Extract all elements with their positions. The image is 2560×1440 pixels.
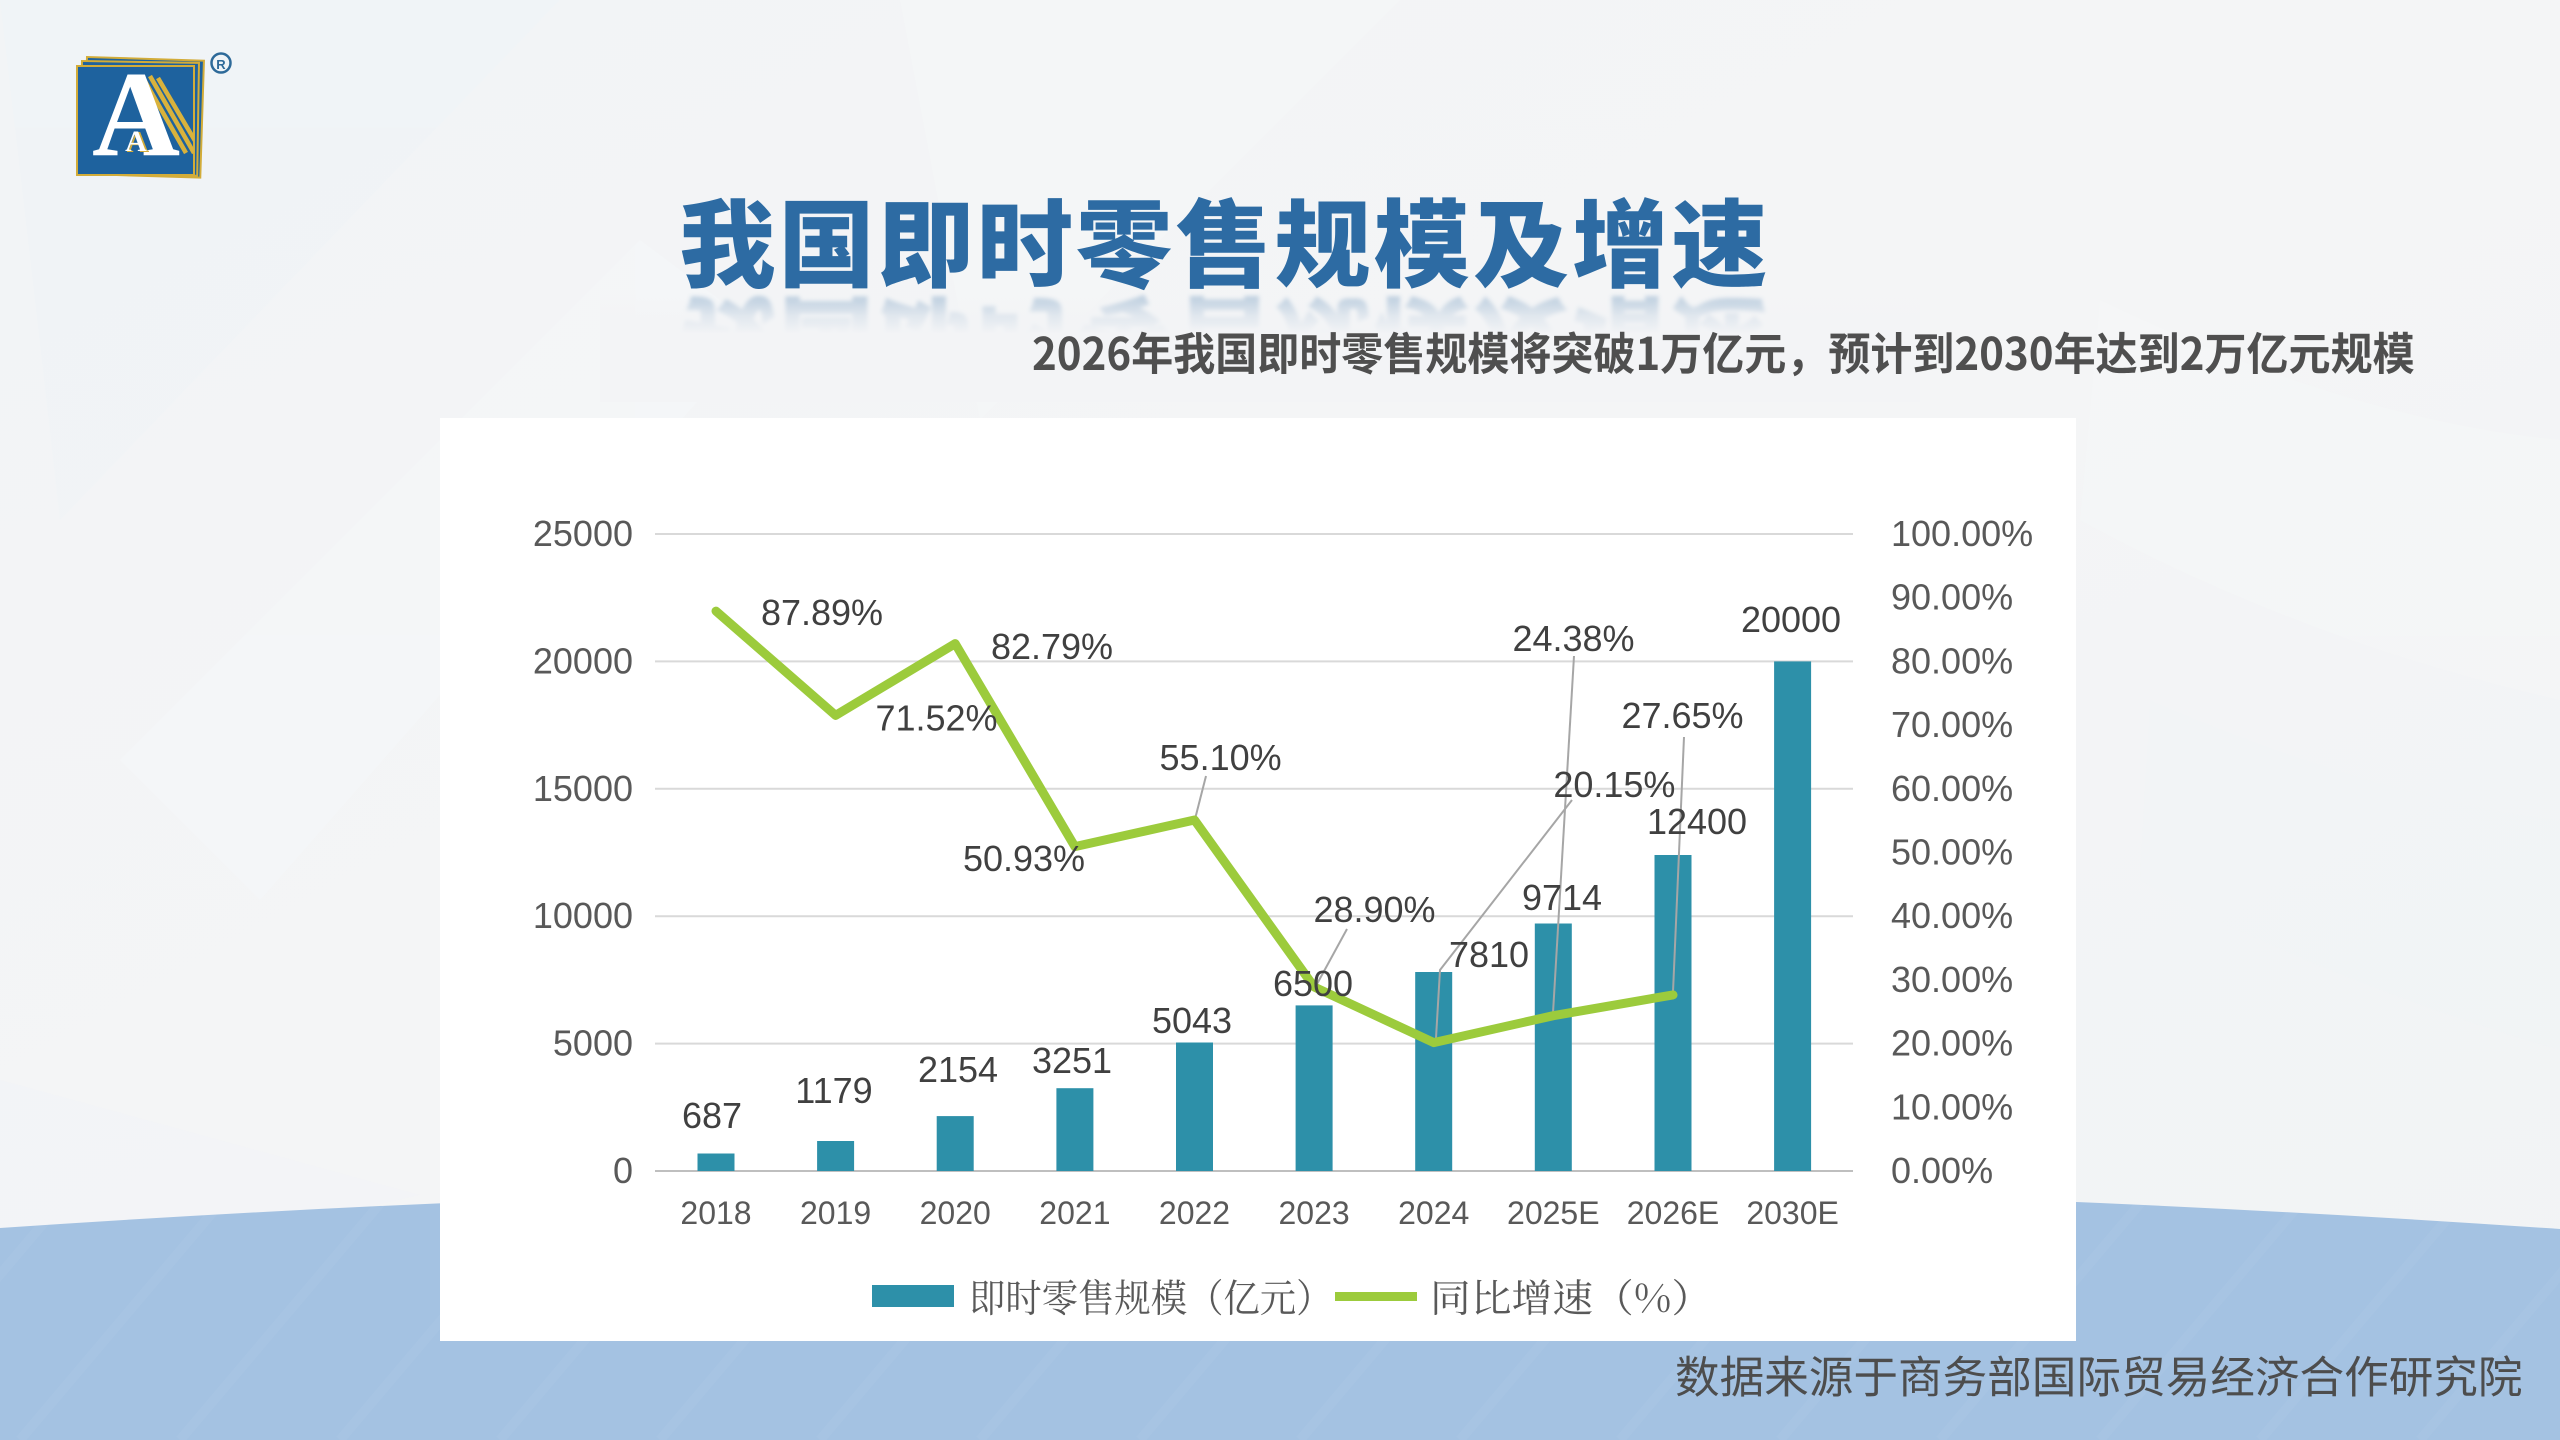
svg-text:90.00%: 90.00% xyxy=(1891,577,2013,618)
svg-text:12400: 12400 xyxy=(1647,801,1747,842)
svg-text:2023: 2023 xyxy=(1279,1195,1350,1231)
svg-text:9714: 9714 xyxy=(1522,877,1602,918)
svg-text:27.65%: 27.65% xyxy=(1621,695,1743,736)
svg-text:687: 687 xyxy=(682,1095,742,1136)
svg-text:30.00%: 30.00% xyxy=(1891,959,2013,1000)
svg-text:2022: 2022 xyxy=(1159,1195,1230,1231)
svg-text:2026E: 2026E xyxy=(1627,1195,1720,1231)
svg-text:6500: 6500 xyxy=(1273,963,1353,1004)
svg-text:3251: 3251 xyxy=(1032,1040,1112,1081)
svg-text:10000: 10000 xyxy=(533,895,633,936)
svg-text:5043: 5043 xyxy=(1152,1000,1232,1041)
svg-text:2030E: 2030E xyxy=(1746,1195,1839,1231)
svg-text:87.89%: 87.89% xyxy=(761,592,883,633)
svg-text:70.00%: 70.00% xyxy=(1891,704,2013,745)
svg-text:2025E: 2025E xyxy=(1507,1195,1600,1231)
svg-text:100.00%: 100.00% xyxy=(1891,513,2033,554)
svg-text:2024: 2024 xyxy=(1398,1195,1469,1231)
svg-text:5000: 5000 xyxy=(553,1023,633,1064)
svg-text:15000: 15000 xyxy=(533,768,633,809)
svg-text:2154: 2154 xyxy=(918,1049,998,1090)
svg-text:50.00%: 50.00% xyxy=(1891,832,2013,873)
svg-text:20.15%: 20.15% xyxy=(1553,764,1675,805)
svg-text:0: 0 xyxy=(613,1150,633,1191)
svg-text:60.00%: 60.00% xyxy=(1891,768,2013,809)
svg-text:1179: 1179 xyxy=(795,1070,872,1111)
svg-text:A: A xyxy=(125,125,147,158)
svg-text:2018: 2018 xyxy=(680,1195,751,1231)
svg-text:82.79%: 82.79% xyxy=(991,626,1113,667)
svg-text:55.10%: 55.10% xyxy=(1160,737,1282,778)
svg-text:10.00%: 10.00% xyxy=(1891,1086,2013,1127)
svg-text:20000: 20000 xyxy=(533,640,633,681)
svg-text:24.38%: 24.38% xyxy=(1512,618,1634,659)
svg-text:2021: 2021 xyxy=(1039,1195,1110,1231)
svg-text:A: A xyxy=(92,47,180,182)
svg-text:20.00%: 20.00% xyxy=(1891,1023,2013,1064)
svg-text:0.00%: 0.00% xyxy=(1891,1150,1993,1191)
svg-text:7810: 7810 xyxy=(1449,934,1529,975)
svg-text:20000: 20000 xyxy=(1741,599,1841,640)
svg-text:28.90%: 28.90% xyxy=(1313,889,1435,930)
svg-text:2019: 2019 xyxy=(800,1195,871,1231)
svg-text:2020: 2020 xyxy=(920,1195,991,1231)
svg-text:40.00%: 40.00% xyxy=(1891,895,2013,936)
svg-text:71.52%: 71.52% xyxy=(875,698,997,739)
svg-text:50.93%: 50.93% xyxy=(963,838,1085,879)
svg-text:R: R xyxy=(216,57,226,72)
svg-text:80.00%: 80.00% xyxy=(1891,640,2013,681)
svg-text:A: A xyxy=(127,124,150,159)
svg-text:25000: 25000 xyxy=(533,513,633,554)
